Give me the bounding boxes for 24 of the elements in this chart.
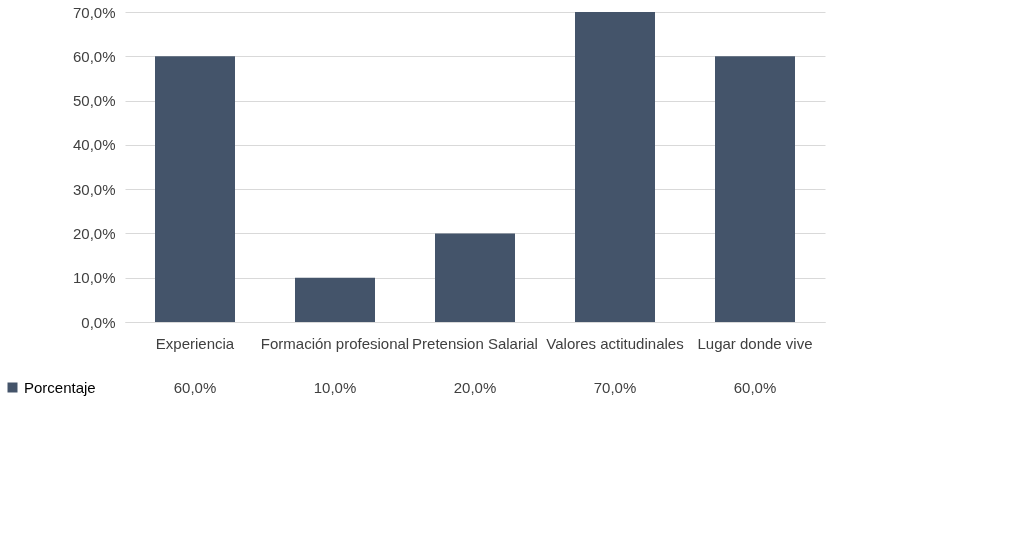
y-tick-label: 60,0% bbox=[72, 47, 116, 65]
data-label: 70,0% bbox=[593, 379, 637, 396]
y-tick-label: 10,0% bbox=[72, 269, 116, 287]
y-tick-label: 70,0% bbox=[72, 3, 116, 21]
legend-label: Porcentaje bbox=[24, 378, 96, 396]
bar bbox=[295, 277, 375, 322]
x-tick-label: Lugar donde vive bbox=[697, 334, 813, 352]
y-tick-label: 30,0% bbox=[72, 180, 116, 198]
x-tick-label: Formación profesional bbox=[260, 334, 410, 352]
bar bbox=[575, 12, 655, 322]
y-tick-label: 20,0% bbox=[72, 224, 116, 242]
y-tick-label: 50,0% bbox=[72, 92, 116, 110]
data-label: 60,0% bbox=[173, 379, 217, 396]
y-tick-label: 40,0% bbox=[72, 136, 116, 154]
data-label: 10,0% bbox=[313, 379, 357, 396]
x-tick-label: Pretension Salarial bbox=[412, 334, 538, 352]
data-label: 20,0% bbox=[453, 379, 497, 396]
bar bbox=[435, 233, 515, 322]
y-tick-label: 0,0% bbox=[81, 313, 116, 331]
x-tick-label: Experiencia bbox=[155, 334, 235, 352]
bar bbox=[715, 56, 795, 322]
data-label: 60,0% bbox=[733, 379, 777, 396]
x-tick-label: Valores actitudinales bbox=[546, 334, 684, 352]
bar bbox=[155, 56, 235, 322]
